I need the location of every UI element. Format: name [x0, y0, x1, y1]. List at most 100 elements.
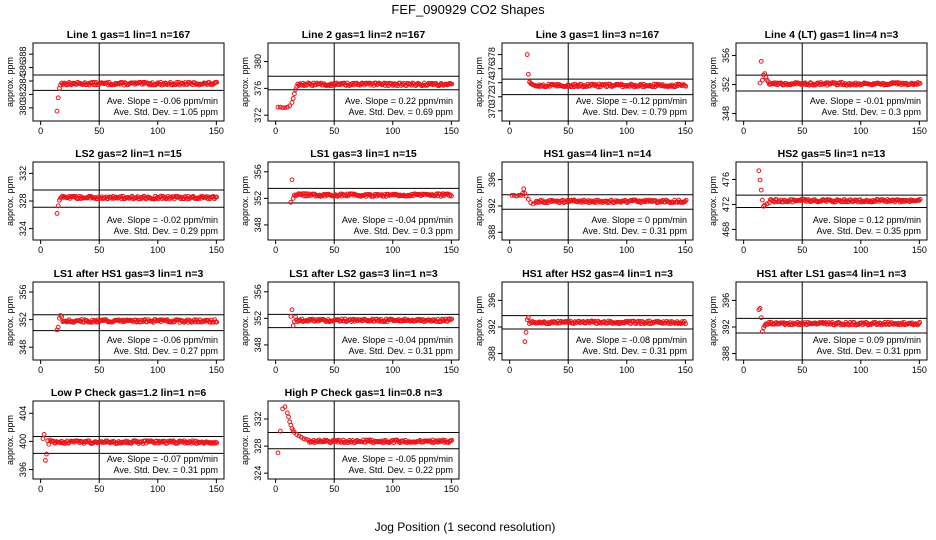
slope-annotation: Ave. Slope = -0.01 ppm/min	[810, 96, 921, 106]
data-point	[514, 193, 520, 199]
data-point	[291, 192, 297, 198]
figure-title: FEF_090929 CO2 Shapes	[391, 2, 545, 17]
data-point	[871, 199, 877, 204]
x-tick-label: 50	[329, 245, 339, 255]
x-tick-label: 0	[38, 365, 43, 375]
panel-frame	[267, 42, 460, 122]
y-tick-label: 388	[18, 47, 28, 62]
panel-title: LS1 gas=3 lin=1 n=15	[310, 148, 417, 160]
panel-title: Line 3 gas=1 lin=3 n=167	[536, 29, 660, 41]
y-axis-label: approx. ppm	[5, 296, 15, 346]
panel-frame	[267, 161, 460, 241]
data-point	[289, 100, 295, 105]
data-point	[154, 81, 160, 87]
y-tick-label: 376	[487, 61, 497, 76]
data-point	[678, 82, 683, 88]
slope-annotation: Ave. Slope = -0.06 ppm/min	[107, 335, 218, 345]
y-tick-label: 404	[18, 406, 28, 421]
y-tick-label: 380	[18, 100, 28, 115]
y-tick-label: 348	[253, 217, 263, 232]
data-points	[522, 315, 688, 344]
data-point	[289, 307, 295, 313]
data-point	[296, 433, 302, 439]
data-point	[525, 315, 531, 321]
data-point	[440, 437, 446, 443]
panel-title: HS1 after LS1 gas=4 lin=1 n=3	[757, 268, 907, 280]
data-points	[54, 79, 220, 114]
slope-annotation: Ave. Slope = -0.12 ppm/min	[576, 96, 687, 106]
data-point	[509, 193, 515, 198]
data-point	[120, 80, 126, 86]
y-axis-label: approx. ppm	[708, 296, 718, 346]
data-point	[449, 81, 455, 87]
data-points	[756, 305, 923, 335]
data-point	[525, 71, 531, 77]
data-points	[54, 193, 219, 216]
std-dev-annotation: Ave. Std. Dev. = 0.31 ppm	[583, 346, 687, 356]
panel-title: High P Check gas=1 lin=0.8 n=3	[285, 387, 443, 399]
chart-panel: Line 2 gas=1 lin=2 n=167 0 50 100 150 372 376 3…	[240, 29, 460, 136]
y-tick-label: 348	[253, 337, 263, 352]
data-point	[516, 193, 522, 198]
x-tick-label: 100	[619, 126, 634, 136]
x-tick-label: 150	[209, 245, 224, 255]
y-tick-label: 352	[253, 311, 263, 326]
y-tick-label: 372	[487, 89, 497, 104]
y-tick-label: 324	[18, 221, 28, 236]
data-point	[288, 199, 294, 205]
data-point	[613, 198, 618, 204]
data-point	[119, 196, 125, 202]
x-tick-label: 150	[444, 245, 459, 255]
chart-panel: HS1 gas=4 lin=1 n=14 0 50 100 150 388 392 396ap…	[474, 148, 694, 255]
data-point	[615, 82, 621, 87]
y-tick-label: 376	[253, 81, 263, 96]
y-tick-label: 374	[487, 75, 497, 90]
data-point	[393, 82, 399, 88]
data-point	[104, 80, 110, 86]
panel-frame	[32, 400, 225, 480]
slope-annotation: Ave. Slope = 0.22 ppm/min	[345, 96, 453, 106]
data-point	[391, 191, 396, 197]
data-point	[40, 436, 46, 441]
data-point	[917, 196, 923, 202]
x-tick-label: 0	[273, 484, 278, 494]
x-tick-label: 50	[797, 126, 807, 136]
std-dev-annotation: Ave. Std. Dev. = 0.69 ppm	[349, 107, 453, 117]
data-point	[436, 438, 442, 443]
x-tick-label: 150	[912, 365, 927, 375]
y-tick-label: 352	[18, 312, 28, 327]
y-tick-label: 476	[721, 172, 731, 187]
data-point	[807, 198, 812, 204]
y-tick-label: 396	[721, 293, 731, 308]
data-point	[343, 83, 349, 88]
y-tick-label: 396	[18, 462, 28, 477]
panel-frame	[32, 42, 225, 122]
data-point	[841, 82, 847, 87]
y-tick-label: 328	[18, 193, 28, 208]
x-tick-label: 100	[150, 484, 165, 494]
data-point	[900, 80, 906, 86]
x-tick-label: 50	[563, 126, 573, 136]
x-tick-label: 100	[853, 245, 868, 255]
panel-title: HS1 after HS2 gas=4 lin=1 n=3	[522, 268, 673, 280]
y-tick-label: 384	[18, 73, 28, 88]
x-tick-label: 0	[273, 126, 278, 136]
data-point	[307, 439, 312, 445]
data-point	[170, 82, 175, 88]
data-point	[275, 450, 281, 456]
y-tick-label: 332	[18, 166, 28, 181]
std-dev-annotation: Ave. Std. Dev. = 0.35 ppm	[817, 226, 921, 236]
data-point	[313, 193, 318, 199]
data-point	[284, 104, 290, 110]
data-point	[682, 319, 687, 324]
y-axis-label: approx. ppm	[474, 296, 484, 346]
data-point	[288, 313, 294, 319]
data-point	[523, 329, 529, 335]
x-tick-label: 50	[94, 126, 104, 136]
x-tick-label: 150	[678, 126, 693, 136]
std-dev-annotation: Ave. Std. Dev. = 0.31 ppm	[583, 226, 687, 236]
chart-panel: Line 4 (LT) gas=1 lin=4 n=3 0 50 100 150 348 3…	[708, 29, 928, 136]
x-tick-label: 0	[507, 245, 512, 255]
x-tick-label: 100	[385, 245, 400, 255]
x-tick-label: 0	[507, 365, 512, 375]
